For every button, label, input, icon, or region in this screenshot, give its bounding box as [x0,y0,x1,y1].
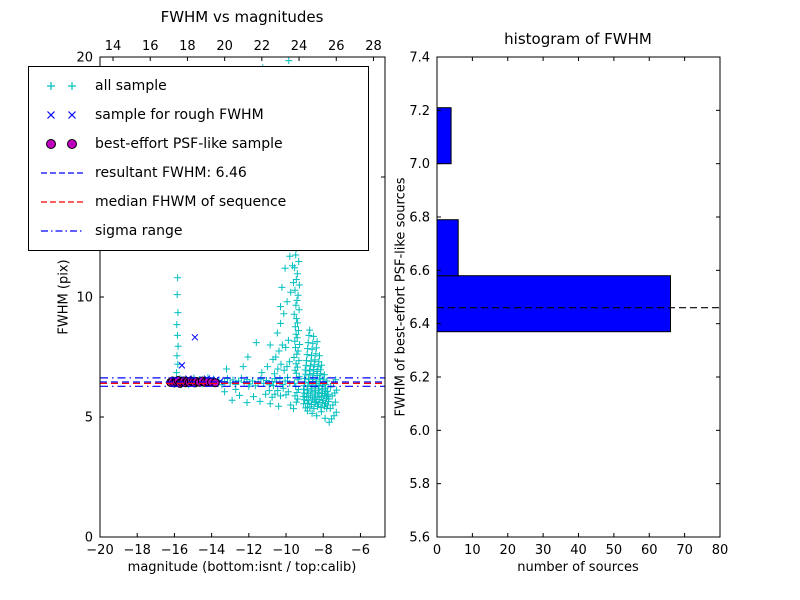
right-chart-ylabel: FWHM of best-effort PSF-like sources [393,177,409,417]
legend-entry: all sample [39,75,358,97]
svg-text:40: 40 [570,543,587,558]
axis-ticks-top [436,57,721,61]
svg-text:5: 5 [85,411,93,426]
svg-text:50: 50 [606,543,623,558]
axis-ticks-left: 5.6 5.8 6.0 6.2 6.4 6.6 6.8 7.0 7.2 7.4 [409,51,441,546]
legend-entry-label: resultant FWHM: 6.46 [95,165,247,181]
legend-entry: best-effort PSF-like sample [39,133,358,155]
left-chart-ylabel: FWHM (pix) [56,259,72,335]
x-marker-icon [47,111,76,119]
svg-text:20: 20 [499,543,516,558]
svg-text:22: 22 [254,39,271,54]
histogram-bar [436,107,452,165]
histogram-bar [436,219,459,277]
svg-text:10: 10 [76,291,93,306]
svg-text:−14: −14 [198,543,225,558]
svg-text:7.2: 7.2 [409,104,430,119]
legend-entry-label: median FHWM of sequence [95,194,287,210]
plus-marker-icon [47,82,76,90]
svg-text:6.2: 6.2 [409,371,430,386]
svg-text:80: 80 [712,543,729,558]
axis-ticks-right [716,56,720,538]
svg-text:30: 30 [535,543,552,558]
svg-text:5.6: 5.6 [409,531,430,546]
svg-text:16: 16 [142,39,159,54]
circle-marker-icon [46,139,77,149]
svg-text:6.8: 6.8 [409,211,430,226]
legend-entry: sample for rough FWHM [39,104,358,126]
left-plot-area [100,57,385,426]
svg-text:−8: −8 [314,543,333,558]
svg-text:−12: −12 [235,543,262,558]
svg-text:14: 14 [105,39,122,54]
svg-text:0: 0 [85,531,93,546]
legend-entry: resultant FWHM: 6.46 [39,162,358,184]
axis-ticks-bottom: 0 10 20 30 40 50 60 70 80 [433,533,728,558]
dashdot-line-icon [41,230,83,232]
histogram-bar [436,275,671,333]
legend-entry-label: sigma range [95,223,183,239]
right-chart-xlabel: number of sources [517,560,639,575]
axis-ticks-right [381,56,385,538]
legend-entry-label: all sample [95,78,167,94]
left-chart-xlabel: magnitude (bottom:isnt / top:calib) [127,560,357,575]
svg-text:−6: −6 [351,543,370,558]
svg-text:5.8: 5.8 [409,477,430,492]
dashed-line-icon [41,172,83,174]
svg-text:26: 26 [328,39,345,54]
svg-text:−18: −18 [123,543,150,558]
svg-text:7.0: 7.0 [409,157,430,172]
svg-text:20: 20 [76,51,93,66]
right-chart-title: histogram of FWHM [504,30,652,48]
svg-text:6.0: 6.0 [409,424,430,439]
svg-text:6.4: 6.4 [409,317,430,332]
legend-entry-label: sample for rough FWHM [95,107,264,123]
axis-ticks-top: 14 16 18 20 22 24 26 28 [105,39,382,61]
svg-text:10: 10 [464,543,481,558]
svg-text:7.4: 7.4 [409,51,430,66]
svg-text:−16: −16 [161,543,188,558]
axis-ticks-bottom: −20 −18 −16 −14 −12 −10 −8 −6 [86,533,370,558]
svg-text:−10: −10 [272,543,299,558]
svg-text:−20: −20 [86,543,113,558]
svg-text:0: 0 [433,543,441,558]
svg-text:70: 70 [676,543,693,558]
svg-text:28: 28 [365,39,382,54]
svg-text:20: 20 [216,39,233,54]
legend-entry: median FHWM of sequence [39,191,358,213]
svg-text:18: 18 [179,39,196,54]
svg-text:24: 24 [291,39,308,54]
legend-entry-label: best-effort PSF-like sample [95,136,283,152]
svg-text:6.6: 6.6 [409,264,430,279]
legend-entry: sigma range [39,220,358,242]
left-chart-title: FWHM vs magnitudes [160,8,324,26]
svg-text:60: 60 [641,543,658,558]
legend: all sample sample for rough FWHM best-ef… [28,66,369,251]
right-plot-area [436,107,720,333]
dashed-line-icon [41,201,83,203]
